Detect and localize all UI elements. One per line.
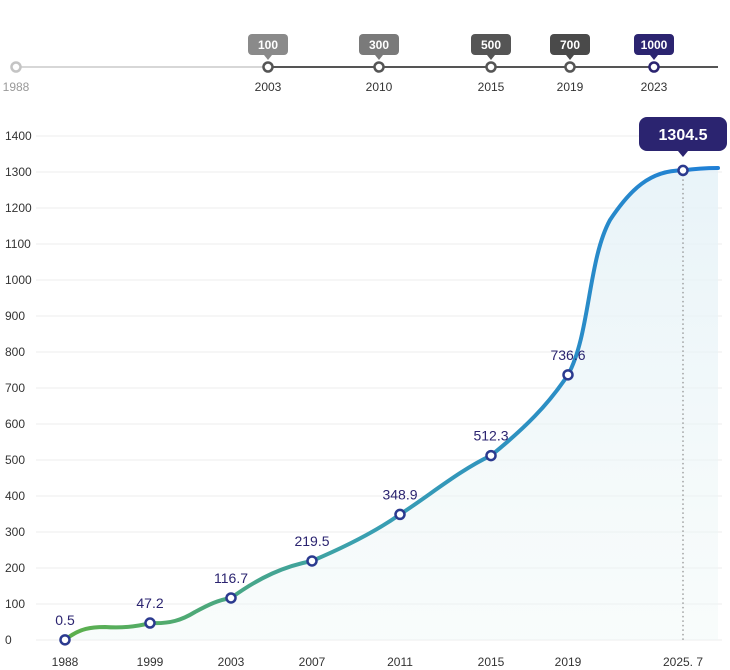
milestone-value: 100 bbox=[258, 38, 278, 52]
data-label: 512.3 bbox=[473, 428, 508, 444]
callout-pointer bbox=[678, 151, 688, 157]
y-tick-label: 1300 bbox=[5, 165, 32, 179]
y-tick-label: 0 bbox=[5, 633, 12, 647]
x-tick-label: 2015 bbox=[478, 655, 505, 669]
milestone-year: 2015 bbox=[478, 80, 505, 94]
x-tick-label: 2007 bbox=[299, 655, 326, 669]
milestone-value: 700 bbox=[560, 38, 580, 52]
milestone-dot bbox=[373, 61, 385, 73]
milestone-value: 500 bbox=[481, 38, 501, 52]
x-tick-label: 2025. 7 bbox=[663, 655, 703, 669]
axes: 0 100 200 300 400 500 600 700 800 900 1000 1100 1200… bbox=[5, 129, 703, 669]
milestone-dot bbox=[564, 61, 576, 73]
data-point bbox=[485, 449, 497, 462]
data-point bbox=[562, 369, 574, 381]
data-point bbox=[59, 634, 71, 646]
milestone-value: 1000 bbox=[641, 38, 668, 52]
data-point bbox=[225, 592, 237, 604]
data-label: 116.7 bbox=[214, 570, 248, 586]
data-point bbox=[144, 617, 156, 629]
y-tick-label: 500 bbox=[5, 453, 25, 467]
y-tick-label: 1100 bbox=[5, 237, 31, 251]
x-tick-label: 1988 bbox=[52, 655, 79, 669]
area-fill bbox=[65, 168, 718, 640]
data-label: 736.6 bbox=[550, 347, 585, 363]
x-tick-label: 1999 bbox=[137, 655, 164, 669]
data-label: 0.5 bbox=[55, 612, 75, 628]
y-tick-label: 1400 bbox=[5, 129, 32, 143]
milestone-badge bbox=[359, 34, 399, 55]
milestone-badge-pointer bbox=[650, 55, 658, 60]
series-area bbox=[65, 168, 718, 640]
milestone-year: 2023 bbox=[641, 80, 668, 94]
y-tick-label: 600 bbox=[5, 417, 25, 431]
milestone-badge-pointer bbox=[375, 55, 383, 60]
milestone-timeline: 1988 100 2003 300 2010 500 2015 700 2019 1000 2023 bbox=[3, 34, 718, 94]
timeline-milestone: 700 2019 bbox=[550, 34, 590, 94]
y-tick-label: 200 bbox=[5, 561, 25, 575]
highlight-callout: 1304.5 bbox=[639, 117, 727, 157]
timeline-start-label: 1988 bbox=[3, 80, 30, 94]
data-label: 47.2 bbox=[136, 595, 163, 611]
milestone-badge-pointer bbox=[566, 55, 574, 60]
y-tick-label: 100 bbox=[5, 597, 25, 611]
timeline-milestone: 1000 2023 bbox=[634, 34, 674, 94]
data-labels: 0.5 47.2 116.7 219.5 348.9 512.3 736.6 1304.5 bbox=[55, 117, 727, 628]
x-tick-label: 2019 bbox=[555, 655, 582, 669]
milestone-dot bbox=[262, 61, 274, 73]
x-tick-label: 2003 bbox=[218, 655, 245, 669]
milestone-year: 2019 bbox=[557, 80, 584, 94]
milestone-badge-pointer bbox=[487, 55, 495, 60]
timeline-start-dot bbox=[10, 61, 22, 73]
callout-value: 1304.5 bbox=[659, 127, 708, 144]
milestone-dot bbox=[485, 61, 497, 73]
timeline-milestone: 300 2010 bbox=[359, 34, 399, 94]
data-label: 219.5 bbox=[294, 533, 329, 549]
x-tick-label: 2011 bbox=[387, 655, 413, 669]
y-tick-label: 700 bbox=[5, 381, 25, 395]
milestone-badge bbox=[471, 34, 511, 55]
y-tick-label: 400 bbox=[5, 489, 25, 503]
milestone-badge-pointer bbox=[264, 55, 272, 60]
data-point bbox=[677, 164, 689, 177]
milestone-badge bbox=[248, 34, 288, 55]
data-point bbox=[306, 555, 318, 567]
y-tick-label: 1200 bbox=[5, 201, 32, 215]
timeline-milestone: 100 2003 bbox=[248, 34, 288, 94]
milestone-badge bbox=[634, 34, 674, 55]
data-label: 348.9 bbox=[382, 486, 417, 502]
y-tick-label: 1000 bbox=[5, 273, 32, 287]
milestone-badge bbox=[550, 34, 590, 55]
timeline-milestone: 500 2015 bbox=[471, 34, 511, 94]
markers bbox=[59, 164, 689, 646]
milestone-year: 2010 bbox=[366, 80, 393, 94]
data-point bbox=[394, 508, 406, 521]
y-tick-label: 800 bbox=[5, 345, 25, 359]
milestone-year: 2003 bbox=[255, 80, 282, 94]
y-tick-label: 300 bbox=[5, 525, 25, 539]
milestone-dot bbox=[648, 61, 660, 73]
milestone-value: 300 bbox=[369, 38, 389, 52]
y-tick-label: 900 bbox=[5, 309, 25, 323]
callout-box bbox=[639, 117, 727, 151]
